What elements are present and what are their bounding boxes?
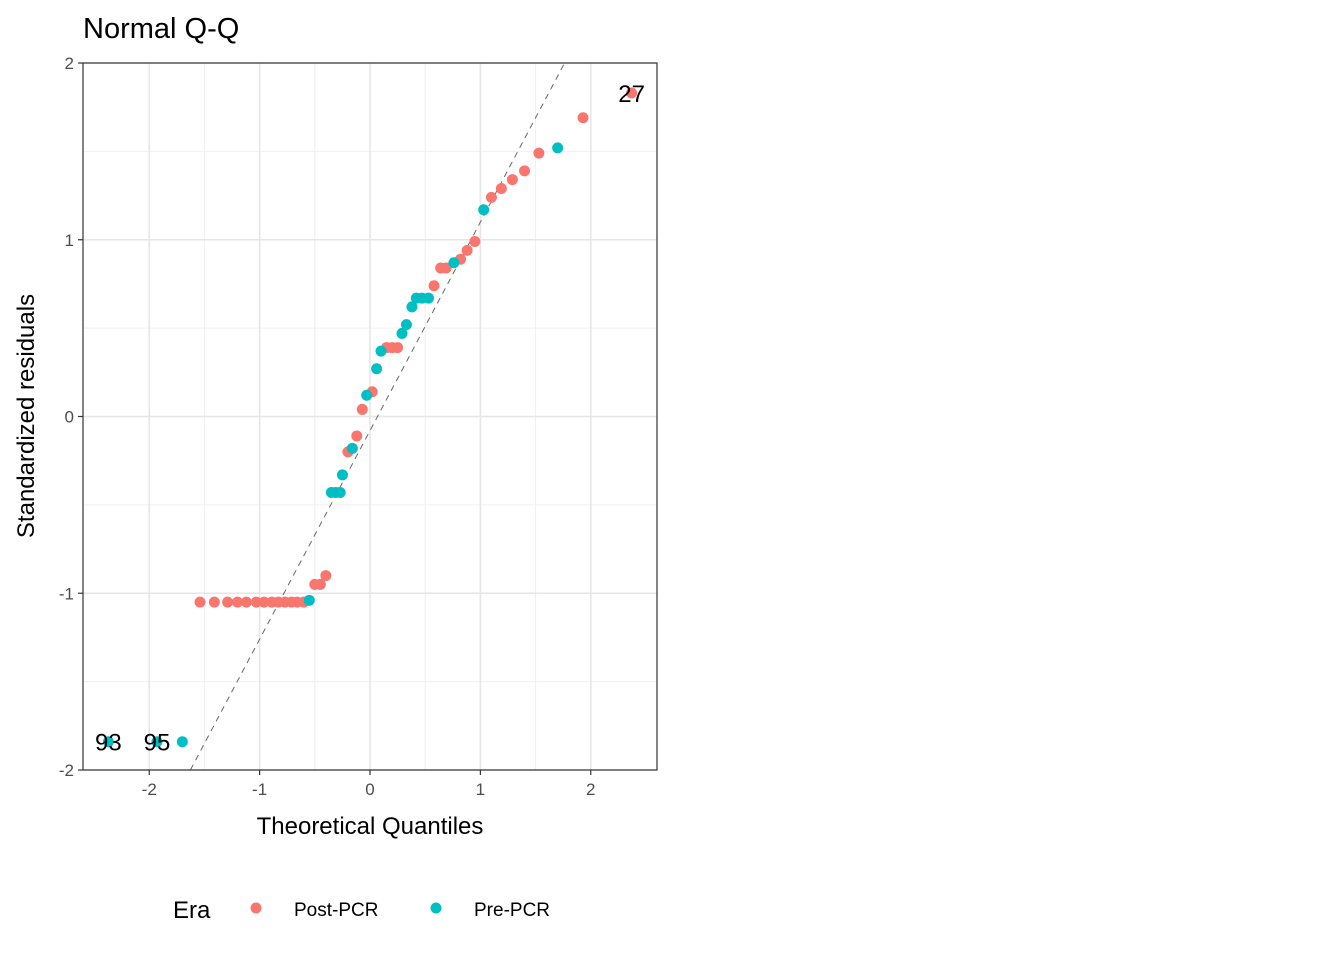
- point-post-pcr: [626, 87, 638, 99]
- x-tick-label: -1: [252, 780, 267, 799]
- point-post-pcr: [208, 596, 220, 608]
- outlier-label: 27: [618, 81, 645, 108]
- data-points: [102, 87, 638, 748]
- point-pre-pcr: [552, 142, 564, 154]
- point-post-pcr: [469, 236, 481, 248]
- point-pre-pcr: [478, 204, 490, 216]
- reference-line: [189, 62, 566, 771]
- y-tick-label: -1: [59, 584, 74, 603]
- point-post-pcr: [320, 570, 332, 582]
- point-pre-pcr: [151, 736, 163, 748]
- point-pre-pcr: [303, 594, 315, 606]
- point-post-pcr: [461, 244, 473, 256]
- y-axis: -2 -1 0 1 2: [59, 54, 83, 780]
- point-pre-pcr: [423, 292, 435, 304]
- point-pre-pcr: [336, 469, 348, 481]
- legend-key-pre-pcr: [430, 902, 442, 914]
- x-axis-title: Theoretical Quantiles: [257, 813, 484, 840]
- point-labels: 27 93 95: [95, 81, 645, 757]
- legend-label: Pre-PCR: [474, 900, 550, 921]
- legend-key-post-pcr: [250, 902, 262, 914]
- point-post-pcr: [222, 596, 234, 608]
- point-pre-pcr: [400, 319, 412, 331]
- x-tick-label: -2: [142, 780, 157, 799]
- point-post-pcr: [392, 342, 404, 354]
- point-pre-pcr: [102, 736, 114, 748]
- point-post-pcr: [506, 174, 518, 186]
- x-tick-label: 2: [586, 780, 595, 799]
- point-post-pcr: [519, 165, 531, 177]
- point-post-pcr: [428, 280, 440, 292]
- x-tick-label: 0: [365, 780, 374, 799]
- point-post-pcr: [250, 596, 262, 608]
- point-pre-pcr: [346, 442, 358, 454]
- point-post-pcr: [356, 403, 368, 415]
- point-post-pcr: [194, 596, 206, 608]
- point-post-pcr: [533, 147, 545, 159]
- point-pre-pcr: [448, 257, 460, 269]
- y-tick-label: 1: [65, 231, 74, 250]
- legend-title: Era: [173, 897, 211, 924]
- legend-items: Post-PCR Pre-PCR: [250, 900, 550, 921]
- y-tick-label: 0: [65, 408, 74, 427]
- point-post-pcr: [314, 578, 326, 590]
- point-pre-pcr: [361, 389, 373, 401]
- plot-panel: 27 93 95: [82, 62, 658, 771]
- point-pre-pcr: [334, 487, 346, 499]
- point-pre-pcr: [371, 363, 383, 375]
- y-tick-label: -2: [59, 761, 74, 780]
- point-post-pcr: [232, 596, 244, 608]
- x-tick-label: 1: [476, 780, 485, 799]
- x-axis: -2 -1 0 1 2: [142, 770, 596, 799]
- outlier-label: 95: [144, 730, 171, 757]
- y-axis-title: Standardized residuals: [13, 294, 40, 538]
- legend-label: Post-PCR: [294, 900, 378, 921]
- point-post-pcr: [495, 182, 507, 194]
- point-post-pcr: [440, 262, 452, 274]
- point-post-pcr: [485, 191, 497, 203]
- point-pre-pcr: [176, 736, 188, 748]
- point-post-pcr: [351, 430, 363, 442]
- point-post-pcr: [240, 596, 252, 608]
- plot-title: Normal Q-Q: [83, 13, 239, 45]
- point-pre-pcr: [375, 345, 387, 357]
- legend: Era Post-PCR Pre-PCR: [173, 897, 550, 924]
- y-tick-label: 2: [65, 54, 74, 73]
- point-post-pcr: [258, 596, 270, 608]
- point-pre-pcr: [396, 327, 408, 339]
- point-post-pcr: [577, 112, 589, 124]
- outlier-label: 93: [95, 730, 122, 757]
- point-pre-pcr: [406, 301, 418, 313]
